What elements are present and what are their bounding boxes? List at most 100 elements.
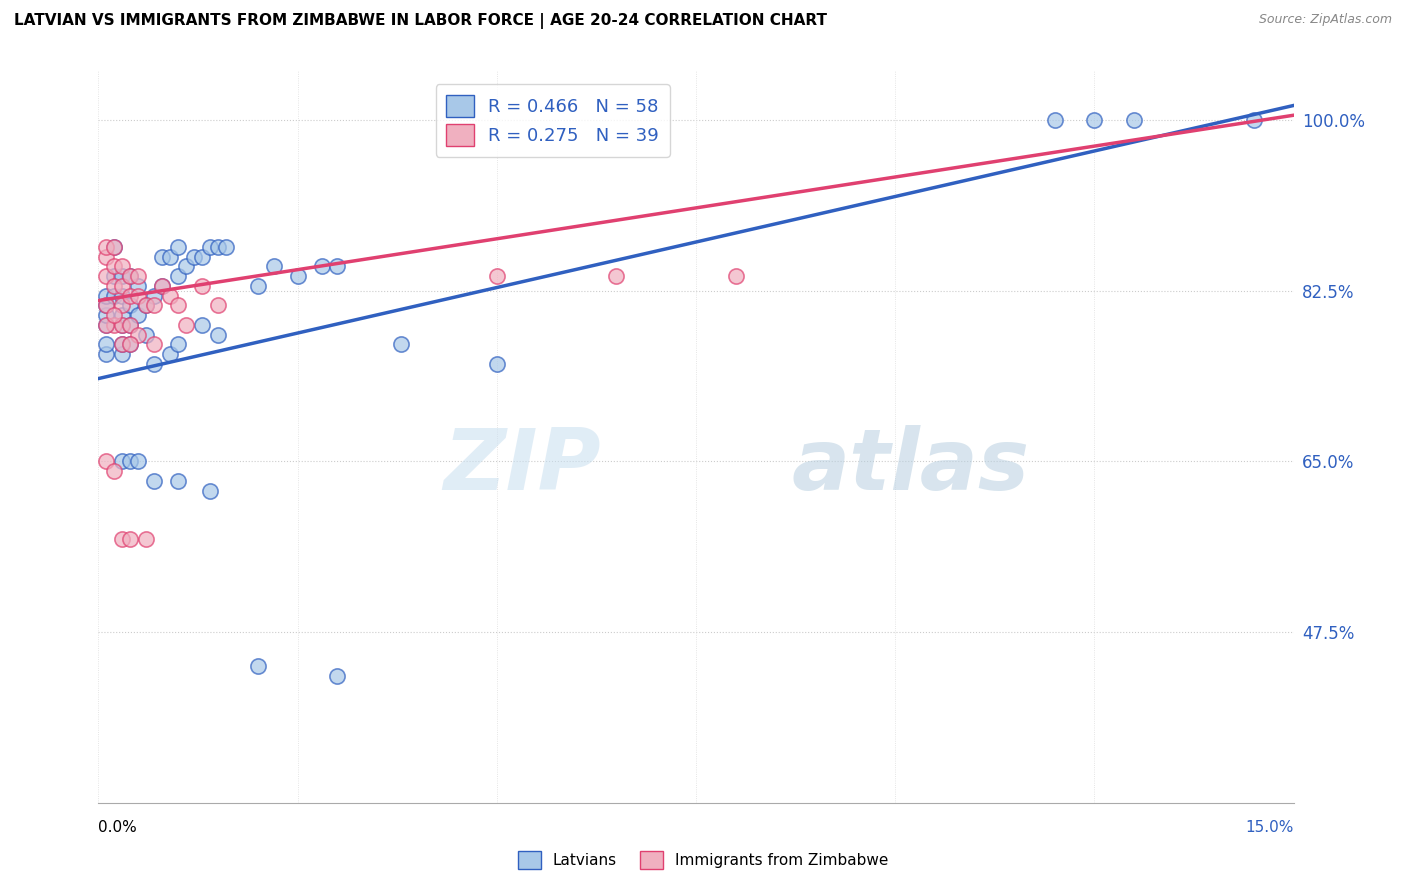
- Point: [96, 454, 118, 468]
- Point: [191, 279, 214, 293]
- Point: [605, 269, 627, 284]
- Point: [96, 269, 118, 284]
- Text: 0.0%: 0.0%: [98, 820, 138, 835]
- Point: [167, 269, 190, 284]
- Point: [96, 337, 118, 351]
- Point: [103, 240, 125, 254]
- Point: [120, 454, 142, 468]
- Point: [135, 533, 157, 547]
- Point: [120, 298, 142, 312]
- Point: [191, 250, 214, 264]
- Point: [1243, 113, 1265, 128]
- Point: [96, 298, 118, 312]
- Point: [311, 260, 333, 274]
- Point: [326, 669, 349, 683]
- Point: [127, 269, 149, 284]
- Point: [263, 260, 285, 274]
- Point: [103, 308, 125, 322]
- Point: [485, 269, 508, 284]
- Text: 15.0%: 15.0%: [1246, 820, 1294, 835]
- Text: Source: ZipAtlas.com: Source: ZipAtlas.com: [1258, 13, 1392, 27]
- Point: [143, 288, 166, 302]
- Point: [96, 347, 118, 361]
- Point: [143, 474, 166, 488]
- Legend: Latvians, Immigrants from Zimbabwe: Latvians, Immigrants from Zimbabwe: [512, 845, 894, 875]
- Point: [111, 288, 134, 302]
- Point: [96, 318, 118, 332]
- Point: [150, 250, 173, 264]
- Point: [111, 318, 134, 332]
- Point: [724, 269, 747, 284]
- Point: [127, 288, 149, 302]
- Point: [167, 240, 190, 254]
- Point: [326, 260, 349, 274]
- Point: [103, 288, 125, 302]
- Point: [96, 308, 118, 322]
- Point: [111, 308, 134, 322]
- Text: LATVIAN VS IMMIGRANTS FROM ZIMBABWE IN LABOR FORCE | AGE 20-24 CORRELATION CHART: LATVIAN VS IMMIGRANTS FROM ZIMBABWE IN L…: [14, 13, 827, 29]
- Point: [389, 337, 412, 351]
- Point: [159, 250, 181, 264]
- Point: [135, 327, 157, 342]
- Text: atlas: atlas: [792, 425, 1029, 508]
- Point: [103, 464, 125, 478]
- Point: [127, 454, 149, 468]
- Point: [111, 454, 134, 468]
- Point: [198, 240, 221, 254]
- Point: [150, 279, 173, 293]
- Point: [127, 279, 149, 293]
- Point: [135, 298, 157, 312]
- Point: [167, 474, 190, 488]
- Point: [120, 337, 142, 351]
- Point: [246, 659, 269, 673]
- Point: [485, 357, 508, 371]
- Point: [143, 337, 166, 351]
- Point: [1083, 113, 1105, 128]
- Point: [150, 279, 173, 293]
- Point: [111, 269, 134, 284]
- Text: ZIP: ZIP: [443, 425, 600, 508]
- Point: [127, 327, 149, 342]
- Point: [103, 318, 125, 332]
- Point: [103, 279, 125, 293]
- Point: [96, 250, 118, 264]
- Point: [120, 269, 142, 284]
- Point: [207, 327, 229, 342]
- Point: [174, 318, 197, 332]
- Point: [111, 337, 134, 351]
- Point: [96, 240, 118, 254]
- Point: [103, 260, 125, 274]
- Point: [120, 337, 142, 351]
- Point: [287, 269, 309, 284]
- Point: [167, 337, 190, 351]
- Point: [1043, 113, 1066, 128]
- Point: [96, 318, 118, 332]
- Point: [103, 240, 125, 254]
- Point: [215, 240, 238, 254]
- Point: [183, 250, 205, 264]
- Point: [96, 298, 118, 312]
- Point: [143, 298, 166, 312]
- Point: [159, 288, 181, 302]
- Point: [111, 533, 134, 547]
- Legend: R = 0.466   N = 58, R = 0.275   N = 39: R = 0.466 N = 58, R = 0.275 N = 39: [436, 84, 669, 157]
- Point: [1123, 113, 1146, 128]
- Point: [111, 260, 134, 274]
- Point: [207, 298, 229, 312]
- Point: [174, 260, 197, 274]
- Point: [120, 288, 142, 302]
- Point: [120, 318, 142, 332]
- Point: [198, 483, 221, 498]
- Point: [143, 357, 166, 371]
- Point: [111, 298, 134, 312]
- Point: [135, 298, 157, 312]
- Point: [167, 298, 190, 312]
- Point: [111, 279, 134, 293]
- Point: [120, 533, 142, 547]
- Point: [191, 318, 214, 332]
- Point: [96, 288, 118, 302]
- Point: [111, 337, 134, 351]
- Point: [103, 269, 125, 284]
- Point: [120, 318, 142, 332]
- Point: [159, 347, 181, 361]
